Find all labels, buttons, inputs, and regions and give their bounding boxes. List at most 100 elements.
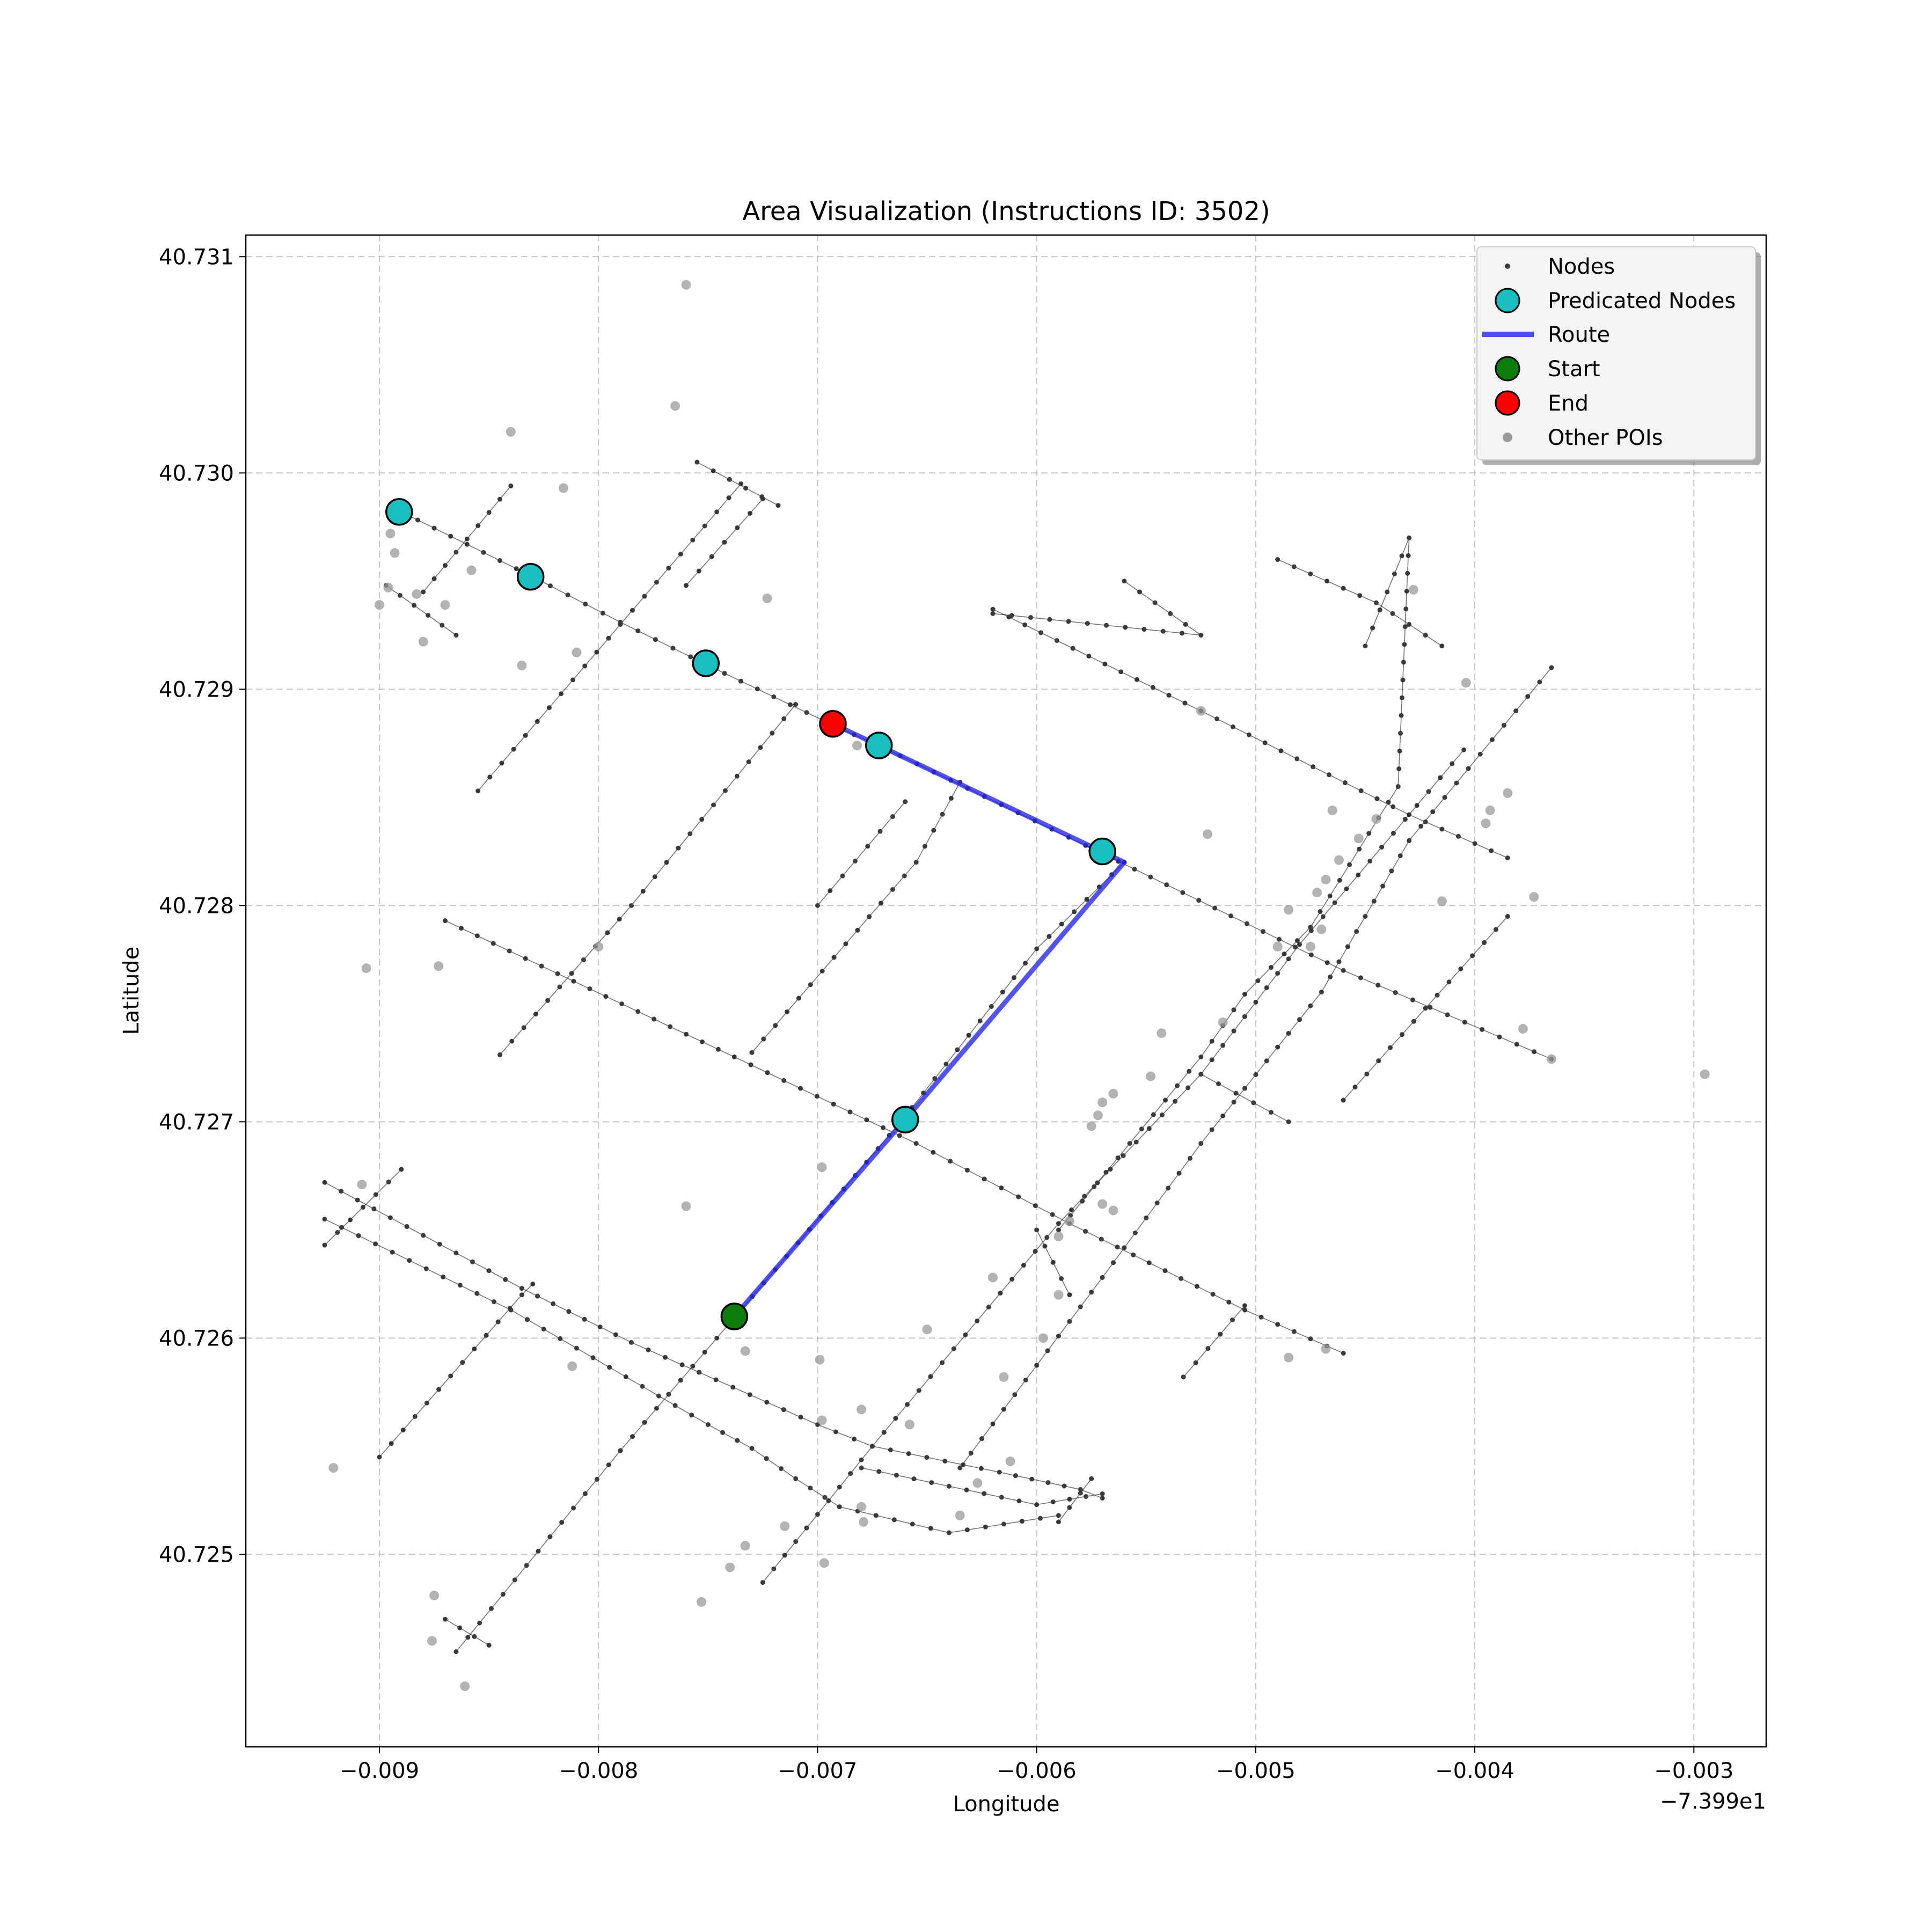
street-node bbox=[902, 873, 907, 879]
street-node bbox=[1037, 1516, 1043, 1521]
legend-predicated-marker bbox=[1495, 288, 1520, 313]
street-node bbox=[335, 1230, 340, 1235]
street-node bbox=[847, 1109, 853, 1115]
street-node bbox=[877, 829, 883, 834]
poi-marker bbox=[558, 483, 568, 493]
poi-marker bbox=[1053, 1231, 1064, 1241]
street-node bbox=[464, 541, 470, 547]
street-node bbox=[487, 774, 493, 780]
street-node bbox=[1180, 631, 1185, 636]
street-node bbox=[1216, 1081, 1221, 1086]
street-node bbox=[541, 1327, 546, 1332]
street-node bbox=[500, 1592, 506, 1597]
street-node bbox=[373, 1192, 378, 1197]
street-node bbox=[1505, 855, 1510, 861]
street-node bbox=[569, 971, 574, 976]
street-node bbox=[1168, 611, 1173, 616]
street-node bbox=[1462, 1020, 1467, 1025]
street-node bbox=[946, 1530, 952, 1535]
street-node bbox=[948, 795, 954, 801]
street-node bbox=[978, 1466, 984, 1471]
street-node bbox=[814, 1094, 819, 1099]
street-node bbox=[1231, 1100, 1236, 1105]
street-node bbox=[1346, 862, 1352, 867]
street-segment bbox=[1201, 1073, 1289, 1123]
street-node bbox=[1327, 893, 1333, 898]
street-node bbox=[464, 536, 470, 541]
street-node bbox=[1435, 992, 1440, 998]
street-node bbox=[663, 1355, 668, 1360]
street-node bbox=[1056, 1334, 1061, 1339]
poi-marker bbox=[922, 1324, 932, 1335]
street-node bbox=[1021, 1263, 1026, 1268]
street-node bbox=[869, 1444, 875, 1449]
street-node bbox=[1078, 1487, 1083, 1492]
street-node bbox=[1050, 1499, 1056, 1505]
poi-marker bbox=[594, 941, 604, 952]
street-node bbox=[1209, 1127, 1214, 1132]
street-node bbox=[697, 1370, 702, 1375]
street-node bbox=[442, 1616, 448, 1622]
street-node bbox=[1268, 965, 1274, 970]
street-node bbox=[1226, 1299, 1232, 1305]
street-node bbox=[488, 1606, 494, 1611]
poi-marker bbox=[740, 1541, 750, 1551]
street-node bbox=[1275, 1044, 1280, 1050]
street-node bbox=[1212, 905, 1218, 911]
street-node bbox=[831, 1101, 836, 1107]
street-node bbox=[594, 649, 599, 655]
street-node bbox=[931, 1150, 936, 1155]
street-node bbox=[1407, 812, 1412, 817]
street-node bbox=[618, 1448, 623, 1453]
street-node bbox=[404, 1224, 409, 1229]
street-node bbox=[582, 1316, 587, 1322]
street-node bbox=[1067, 1292, 1072, 1298]
poi-marker bbox=[375, 600, 385, 610]
street-node bbox=[881, 1125, 886, 1130]
street-node bbox=[983, 1524, 988, 1529]
poi-marker bbox=[1093, 1110, 1103, 1121]
street-node bbox=[412, 1414, 418, 1419]
street-node bbox=[957, 1465, 963, 1470]
poi-marker bbox=[988, 1272, 998, 1283]
street-node bbox=[755, 686, 760, 692]
street-node bbox=[1366, 831, 1372, 836]
street-node bbox=[1358, 975, 1363, 980]
poi-marker bbox=[1038, 1333, 1048, 1343]
poi-marker bbox=[1321, 874, 1331, 884]
street-node bbox=[356, 1233, 361, 1238]
street-node bbox=[1275, 557, 1280, 562]
street-node bbox=[1439, 826, 1445, 832]
street-node bbox=[486, 510, 492, 515]
street-node bbox=[690, 1364, 696, 1369]
poi-marker bbox=[1312, 888, 1322, 898]
street-node bbox=[503, 1277, 508, 1282]
street-node bbox=[975, 1318, 980, 1323]
x-axis-label: Longitude bbox=[953, 1792, 1060, 1817]
poi-marker bbox=[466, 565, 477, 575]
street-node bbox=[1059, 921, 1064, 927]
street-node bbox=[837, 1484, 842, 1490]
street-node bbox=[746, 759, 751, 765]
street-node bbox=[530, 1282, 536, 1287]
street-node bbox=[507, 948, 512, 954]
street-node bbox=[1160, 628, 1166, 634]
street-node bbox=[676, 845, 681, 851]
street-node bbox=[322, 1242, 327, 1248]
street-node bbox=[1286, 1119, 1291, 1124]
street-node bbox=[785, 1009, 790, 1014]
street-node bbox=[1104, 623, 1109, 628]
street-node bbox=[775, 503, 781, 508]
street-node bbox=[600, 610, 605, 616]
street-node bbox=[458, 926, 464, 931]
street-node bbox=[1505, 913, 1510, 919]
street-node bbox=[1390, 611, 1395, 616]
street-node bbox=[1414, 803, 1419, 808]
street-node bbox=[793, 1476, 799, 1481]
street-node bbox=[1466, 766, 1471, 771]
street-node bbox=[1308, 571, 1313, 576]
street-node bbox=[748, 1062, 753, 1067]
street-node bbox=[1291, 564, 1297, 569]
street-node bbox=[497, 496, 503, 502]
x-tick-label: −0.006 bbox=[997, 1759, 1077, 1783]
